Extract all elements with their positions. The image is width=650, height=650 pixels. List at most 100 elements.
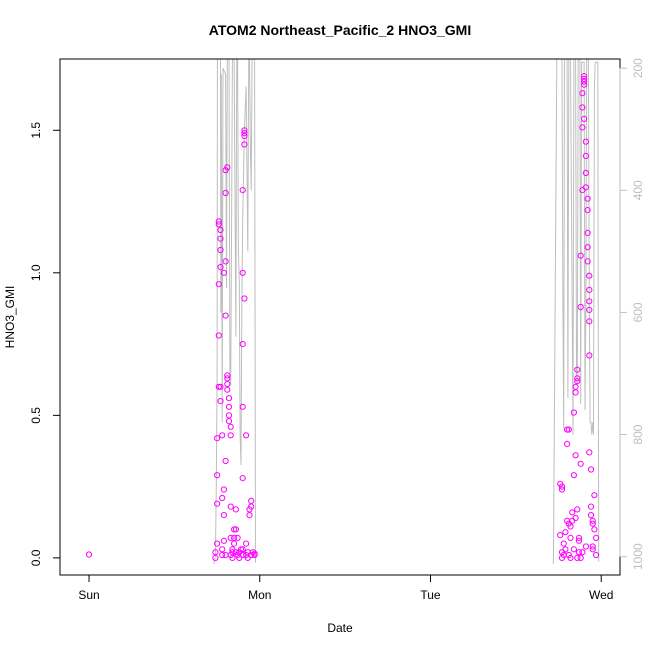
data-point [591,526,598,533]
data-point [219,546,226,553]
data-point [217,398,224,405]
data-point [215,281,222,288]
data-point [224,164,231,171]
data-point [220,269,227,276]
data-point [564,440,571,447]
data-point [243,540,250,547]
data-point [586,272,593,279]
pressure-line-layer [213,58,600,565]
data-point [222,551,229,559]
data-point [222,457,229,465]
data-point [591,492,598,499]
data-point [225,403,233,410]
data-point [581,115,588,123]
data-point [220,537,227,544]
data-point [225,412,233,419]
data-point [575,537,583,544]
data-point [224,375,231,382]
data-point [217,246,224,254]
data-point [579,124,586,131]
data-point [227,534,234,542]
x-axis-label: Date [327,621,353,635]
data-point [214,435,221,442]
data-point [582,152,590,159]
data-point [567,554,574,562]
data-point [569,517,576,524]
y-tick-label: 0.0 [29,549,43,566]
data-point [222,312,229,319]
data-point [248,497,255,504]
data-points-layer [85,73,600,562]
data-point [572,514,579,522]
data-point [584,195,591,202]
y-axis-label: HNO3_GMI [3,286,17,349]
data-point [589,546,596,553]
data-point [214,500,221,507]
right-axis-tick-label: 800 [631,424,645,444]
data-point [582,138,590,145]
data-point [215,332,222,339]
data-point [220,486,227,493]
data-point [570,546,578,553]
data-point [231,526,238,533]
data-point [239,187,246,194]
data-point [572,389,579,396]
right-axis-tick-label: 1000 [631,543,645,570]
data-point [587,512,595,519]
data-point [231,540,238,547]
data-point [215,221,222,228]
data-point [593,534,600,542]
data-point [217,235,224,242]
y-tick-label: 1.5 [29,122,43,139]
data-point [227,423,234,430]
data-point [589,543,596,550]
data-point [215,383,222,390]
data-point [579,90,586,97]
data-point [582,184,590,191]
data-point [246,512,253,519]
data-point [577,460,584,467]
right-axis-tick-label: 200 [631,58,645,78]
right-axis-tick-label: 600 [631,302,645,322]
y-tick-label: 0.5 [29,407,43,424]
data-point [593,551,600,559]
data-point [584,229,591,236]
data-point [564,426,571,433]
plot-frame [59,58,621,576]
data-point [569,509,576,516]
data-point [560,540,567,547]
data-point [212,554,219,562]
data-point [562,529,569,536]
data-point [586,306,593,313]
x-tick-label: Sun [78,588,99,602]
data-point [574,375,581,382]
data-point [227,503,234,510]
data-point [222,189,229,197]
data-point [219,432,226,439]
x-tick-label: Mon [248,588,271,602]
data-point [224,380,231,388]
data-point [567,534,574,542]
data-point [575,534,583,542]
data-point [220,512,227,519]
right-pressure-axis: 200 400 600 800 1000 [619,58,645,570]
data-point [586,298,593,305]
data-point [241,295,248,302]
data-point [239,269,246,276]
data-point [231,534,238,542]
data-point [214,472,221,479]
data-point [582,169,590,177]
data-point [567,523,574,530]
data-point [225,395,233,402]
x-axis: Sun Mon Tue Wed [78,574,613,602]
data-point [239,551,246,559]
data-point [584,207,591,214]
data-point [232,506,239,513]
data-point [214,540,221,547]
data-point [241,141,248,148]
data-point [224,372,231,379]
data-point [219,494,226,502]
data-point [565,426,572,433]
data-point [239,403,246,410]
data-point [572,383,579,390]
